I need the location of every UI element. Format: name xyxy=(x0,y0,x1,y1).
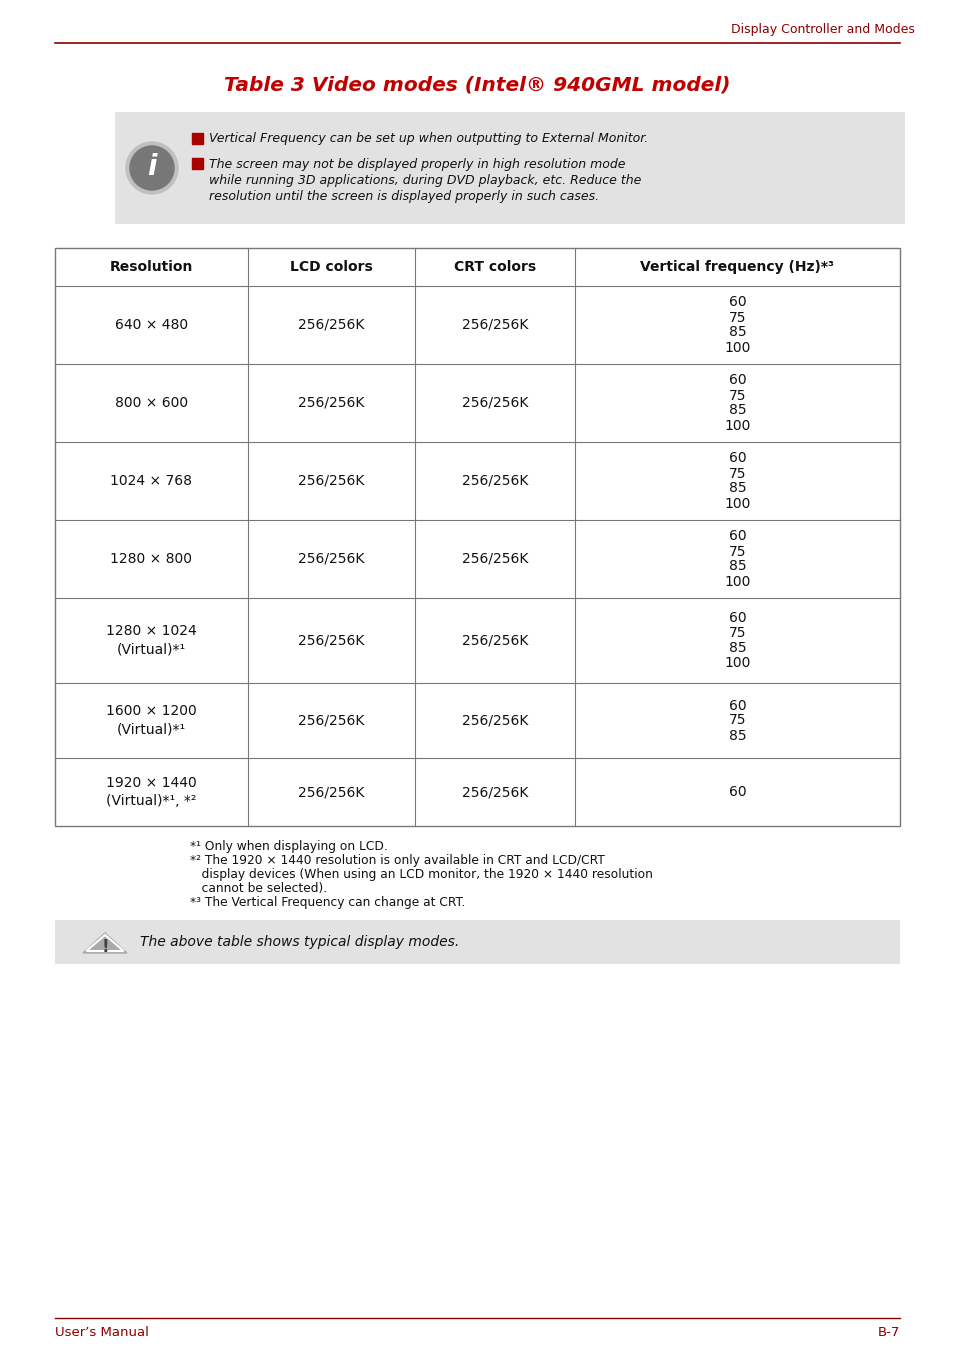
Polygon shape xyxy=(83,933,127,953)
Text: LCD colors: LCD colors xyxy=(290,260,373,274)
Text: 60: 60 xyxy=(728,296,745,310)
Text: 85: 85 xyxy=(728,560,745,573)
Text: !: ! xyxy=(101,938,109,956)
Text: 60: 60 xyxy=(728,699,745,713)
Text: while running 3D applications, during DVD playback, etc. Reduce the: while running 3D applications, during DV… xyxy=(209,174,640,187)
Text: The above table shows typical display modes.: The above table shows typical display mo… xyxy=(140,936,458,949)
Text: 256/256K: 256/256K xyxy=(298,786,364,799)
Text: *² The 1920 × 1440 resolution is only available in CRT and LCD/CRT: *² The 1920 × 1440 resolution is only av… xyxy=(190,854,604,867)
Text: 100: 100 xyxy=(723,341,750,354)
Text: 75: 75 xyxy=(728,311,745,324)
Text: 100: 100 xyxy=(723,575,750,588)
Text: 256/256K: 256/256K xyxy=(298,318,364,333)
Text: Table 3 Video modes (Intel® 940GML model): Table 3 Video modes (Intel® 940GML model… xyxy=(224,76,729,95)
Bar xyxy=(55,919,899,964)
Text: 256/256K: 256/256K xyxy=(461,318,528,333)
Text: 100: 100 xyxy=(723,419,750,433)
Text: 1280 × 800: 1280 × 800 xyxy=(111,552,193,566)
Bar xyxy=(115,112,904,224)
Text: 256/256K: 256/256K xyxy=(461,714,528,727)
Text: 256/256K: 256/256K xyxy=(461,552,528,566)
Text: 256/256K: 256/256K xyxy=(298,475,364,488)
Text: 85: 85 xyxy=(728,326,745,339)
Text: 85: 85 xyxy=(728,729,745,742)
Bar xyxy=(192,158,203,169)
Text: 256/256K: 256/256K xyxy=(461,634,528,648)
Text: Vertical frequency (Hz)*³: Vertical frequency (Hz)*³ xyxy=(639,260,834,274)
Text: 75: 75 xyxy=(728,714,745,727)
Text: 1024 × 768: 1024 × 768 xyxy=(111,475,193,488)
Text: resolution until the screen is displayed properly in such cases.: resolution until the screen is displayed… xyxy=(209,191,598,203)
Text: 60: 60 xyxy=(728,373,745,388)
Text: 75: 75 xyxy=(728,626,745,639)
Text: 1600 × 1200
(Virtual)*¹: 1600 × 1200 (Virtual)*¹ xyxy=(106,704,196,737)
Circle shape xyxy=(126,142,178,193)
Text: 1280 × 1024
(Virtual)*¹: 1280 × 1024 (Virtual)*¹ xyxy=(106,625,196,657)
Text: display devices (When using an LCD monitor, the 1920 × 1440 resolution: display devices (When using an LCD monit… xyxy=(190,868,652,882)
Text: i: i xyxy=(147,153,156,181)
Text: 60: 60 xyxy=(728,786,745,799)
Text: 75: 75 xyxy=(728,545,745,558)
Text: User’s Manual: User’s Manual xyxy=(55,1325,149,1338)
Text: CRT colors: CRT colors xyxy=(454,260,536,274)
Text: 256/256K: 256/256K xyxy=(461,786,528,799)
Text: 100: 100 xyxy=(723,656,750,671)
Text: 60: 60 xyxy=(728,452,745,465)
Text: 256/256K: 256/256K xyxy=(298,396,364,410)
Text: 256/256K: 256/256K xyxy=(298,714,364,727)
Text: cannot be selected).: cannot be selected). xyxy=(190,882,327,895)
Text: 640 × 480: 640 × 480 xyxy=(114,318,188,333)
Text: 85: 85 xyxy=(728,481,745,495)
Text: 1920 × 1440
(Virtual)*¹, *²: 1920 × 1440 (Virtual)*¹, *² xyxy=(106,776,196,808)
Text: Vertical Frequency can be set up when outputting to External Monitor.: Vertical Frequency can be set up when ou… xyxy=(209,132,648,145)
Text: *³ The Vertical Frequency can change at CRT.: *³ The Vertical Frequency can change at … xyxy=(190,896,465,909)
Text: *¹ Only when displaying on LCD.: *¹ Only when displaying on LCD. xyxy=(190,840,387,853)
Text: 60: 60 xyxy=(728,530,745,544)
Text: 85: 85 xyxy=(728,641,745,654)
Text: 256/256K: 256/256K xyxy=(298,634,364,648)
Text: 256/256K: 256/256K xyxy=(461,396,528,410)
Text: 75: 75 xyxy=(728,388,745,403)
Circle shape xyxy=(130,146,173,191)
Text: B-7: B-7 xyxy=(877,1325,899,1338)
Text: Resolution: Resolution xyxy=(110,260,193,274)
Text: The screen may not be displayed properly in high resolution mode: The screen may not be displayed properly… xyxy=(209,158,625,170)
Text: 256/256K: 256/256K xyxy=(298,552,364,566)
Text: 60: 60 xyxy=(728,611,745,625)
Text: 800 × 600: 800 × 600 xyxy=(114,396,188,410)
Text: Display Controller and Modes: Display Controller and Modes xyxy=(730,23,914,37)
Text: 85: 85 xyxy=(728,403,745,418)
Text: 100: 100 xyxy=(723,496,750,511)
Bar xyxy=(192,132,203,145)
Text: 256/256K: 256/256K xyxy=(461,475,528,488)
Bar xyxy=(55,247,899,826)
Text: 75: 75 xyxy=(728,466,745,480)
